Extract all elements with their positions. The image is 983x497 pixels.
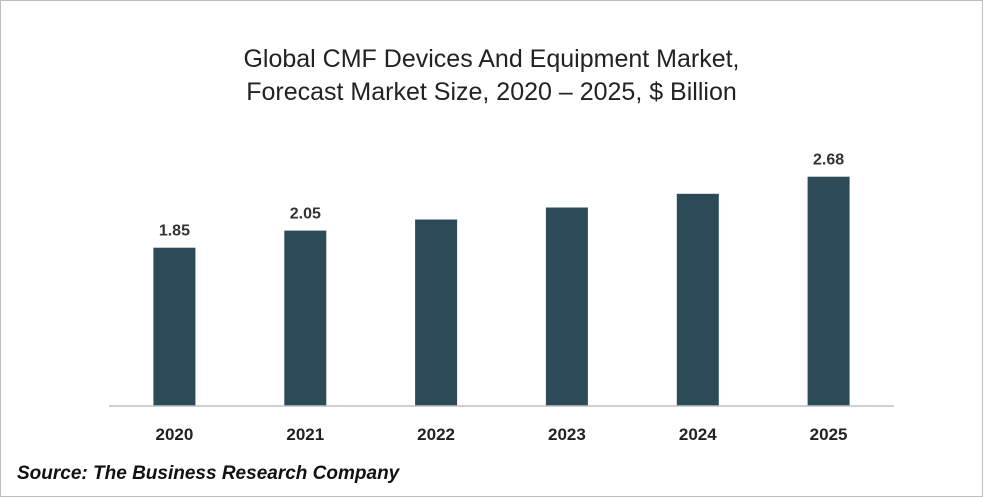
data-label-2020: 1.85 — [159, 223, 190, 240]
x-tick-label-2025: 2025 — [810, 425, 848, 444]
bar-2022 — [415, 219, 458, 406]
chart-title-line-1: Global CMF Devices And Equipment Market, — [243, 45, 740, 73]
x-tick-label-2023: 2023 — [548, 425, 586, 444]
chart-title: Global CMF Devices And Equipment Market,… — [1, 43, 982, 109]
bar-2023 — [545, 207, 588, 406]
bar-2020 — [153, 247, 196, 406]
x-tick-label-2022: 2022 — [417, 425, 455, 444]
data-label-2025: 2.68 — [813, 152, 844, 169]
x-tick-label-2020: 2020 — [155, 425, 193, 444]
bar-2024 — [676, 193, 719, 406]
source-note: Source: The Business Research Company — [17, 463, 400, 484]
x-tick-label-2021: 2021 — [286, 425, 324, 444]
bar-2021 — [284, 230, 327, 406]
bar-2025 — [807, 176, 850, 406]
chart-title-line-2: Forecast Market Size, 2020 – 2025, $ Bil… — [246, 78, 737, 106]
data-label-2021: 2.05 — [290, 206, 321, 223]
x-tick-label-2024: 2024 — [679, 425, 717, 444]
